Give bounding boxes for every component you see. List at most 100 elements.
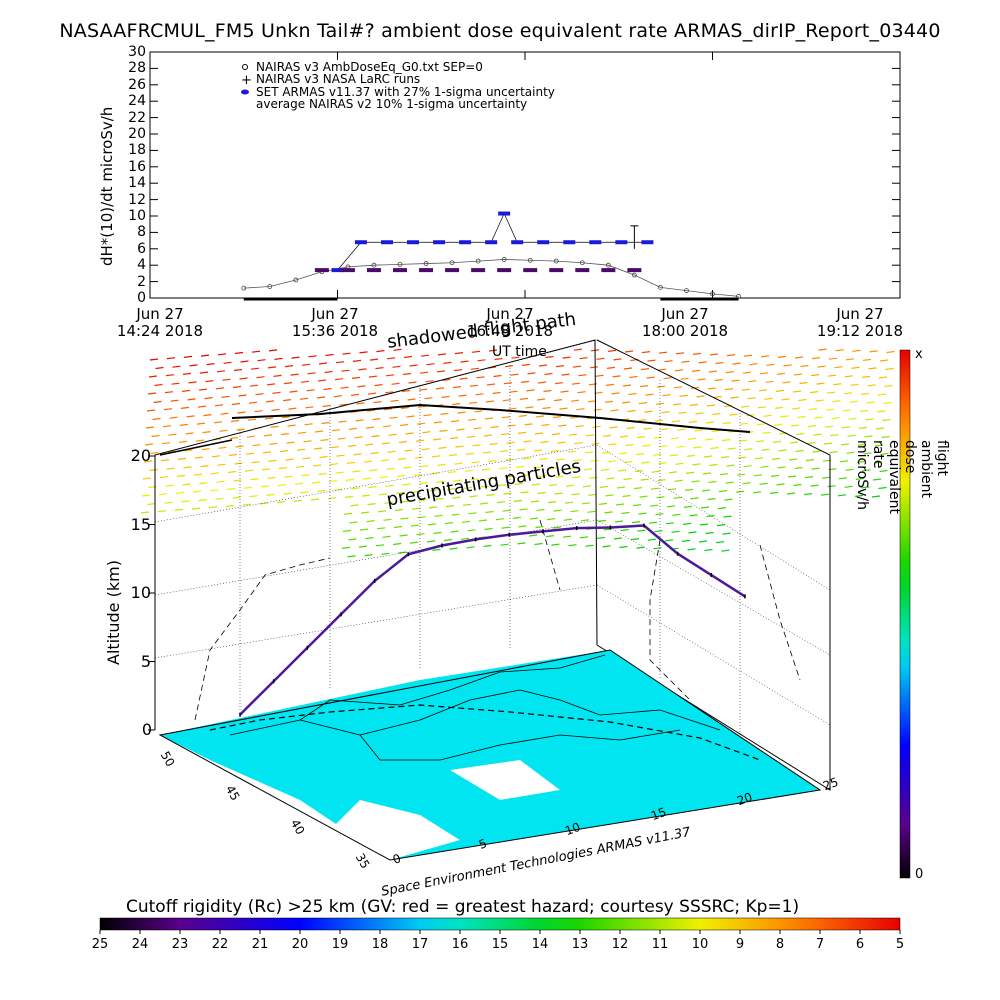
particle-arrow bbox=[560, 390, 569, 393]
particle-arrow bbox=[874, 444, 884, 447]
nairas-v2-point bbox=[627, 268, 642, 273]
particle-arrow bbox=[297, 431, 307, 434]
particle-arrow bbox=[260, 485, 270, 488]
particle-arrow bbox=[530, 500, 540, 503]
particle-arrow bbox=[845, 358, 855, 361]
particle-arrow bbox=[366, 409, 376, 412]
y-tick-label: 4 bbox=[137, 257, 146, 274]
armas-point bbox=[407, 240, 420, 245]
country-border bbox=[299, 689, 451, 721]
particle-arrow bbox=[672, 403, 682, 406]
particle-arrow bbox=[640, 478, 649, 481]
particle-arrow bbox=[635, 453, 645, 456]
particle-arrow bbox=[608, 443, 617, 446]
particle-arrow bbox=[599, 485, 609, 488]
particle-arrow bbox=[486, 493, 495, 497]
particle-arrow bbox=[555, 475, 564, 478]
particle-arrow bbox=[170, 399, 179, 402]
particle-arrow bbox=[827, 485, 836, 488]
particle-arrow bbox=[811, 467, 820, 470]
particle-arrow bbox=[233, 368, 243, 372]
particle-arrow bbox=[404, 449, 413, 452]
particle-arrow bbox=[794, 356, 804, 359]
particle-arrow bbox=[631, 521, 641, 524]
wall-gridline bbox=[596, 519, 831, 656]
particle-arrow bbox=[383, 518, 392, 521]
particle-arrow bbox=[653, 547, 662, 550]
particle-arrow bbox=[321, 421, 330, 425]
particle-arrow bbox=[602, 434, 612, 437]
particle-arrow bbox=[550, 450, 560, 453]
particle-arrow bbox=[457, 411, 466, 414]
bottom-colorbar-tick-label: 25 bbox=[91, 937, 109, 952]
particle-arrow bbox=[286, 441, 295, 444]
particle-arrow bbox=[833, 383, 842, 386]
particle-arrow bbox=[805, 459, 815, 462]
particle-arrow bbox=[848, 417, 857, 420]
particle-arrow bbox=[456, 428, 465, 431]
particle-arrow bbox=[251, 350, 261, 353]
particle-arrow bbox=[401, 500, 410, 503]
nairas-v3-point bbox=[241, 285, 247, 291]
particle-arrow bbox=[277, 484, 287, 487]
particle-arrow bbox=[736, 473, 746, 476]
particle-arrow bbox=[517, 431, 527, 434]
particle-arrow bbox=[824, 425, 834, 428]
particle-arrow bbox=[762, 431, 771, 434]
particle-arrow bbox=[432, 548, 441, 551]
particle-arrow bbox=[199, 482, 208, 485]
particle-arrow bbox=[181, 389, 191, 392]
particle-arrow bbox=[694, 429, 703, 432]
particle-arrow bbox=[827, 374, 837, 377]
y-tick-label: 20 bbox=[128, 126, 146, 142]
particle-arrow bbox=[449, 547, 458, 550]
particle-arrow bbox=[204, 397, 213, 400]
particle-arrow bbox=[393, 525, 403, 529]
particle-arrow bbox=[455, 445, 464, 448]
particle-arrow bbox=[655, 513, 664, 516]
particle-arrow bbox=[721, 439, 731, 442]
nairas-v2-point bbox=[340, 268, 355, 273]
particle-arrow bbox=[654, 419, 664, 422]
particle-arrow bbox=[282, 399, 292, 402]
particle-arrow bbox=[529, 517, 539, 520]
particle-arrow bbox=[610, 409, 619, 412]
particle-arrow bbox=[250, 478, 259, 481]
particle-arrow bbox=[409, 364, 418, 367]
wall-gridline bbox=[596, 584, 831, 726]
particle-arrow bbox=[752, 491, 762, 494]
particle-arrow bbox=[350, 393, 360, 396]
particle-arrow bbox=[153, 400, 162, 404]
particle-arrow bbox=[245, 452, 255, 455]
nairas-v2-point bbox=[497, 268, 512, 273]
particle-arrow bbox=[637, 529, 646, 532]
particle-arrow bbox=[783, 364, 792, 367]
nairas-v2-point bbox=[601, 268, 616, 273]
particle-arrow bbox=[142, 477, 152, 480]
particle-arrow bbox=[348, 427, 358, 430]
particle-arrow bbox=[723, 515, 732, 518]
particle-arrow bbox=[474, 410, 483, 413]
particle-arrow bbox=[814, 416, 823, 419]
particle-arrow bbox=[328, 480, 338, 483]
particle-arrow bbox=[271, 408, 280, 411]
particle-arrow bbox=[573, 459, 582, 462]
particle-arrow bbox=[542, 406, 551, 410]
particle-arrow bbox=[371, 435, 380, 438]
particle-arrow bbox=[453, 479, 462, 482]
y-tick-label: 14 bbox=[128, 175, 146, 192]
nairas-v3-point bbox=[449, 260, 455, 266]
particle-arrow bbox=[443, 361, 452, 364]
particle-arrow bbox=[357, 385, 366, 388]
particle-arrow bbox=[637, 419, 647, 422]
armas-point bbox=[331, 268, 344, 273]
particle-arrow bbox=[846, 451, 855, 454]
particle-arrow bbox=[777, 466, 786, 469]
particle-arrow bbox=[691, 369, 701, 372]
y-tick-label: 18 bbox=[128, 142, 146, 159]
particle-arrow bbox=[248, 401, 258, 404]
particle-arrow bbox=[809, 391, 819, 394]
particle-arrow bbox=[497, 484, 507, 487]
particle-arrow bbox=[385, 374, 395, 377]
particle-arrow bbox=[347, 555, 356, 558]
